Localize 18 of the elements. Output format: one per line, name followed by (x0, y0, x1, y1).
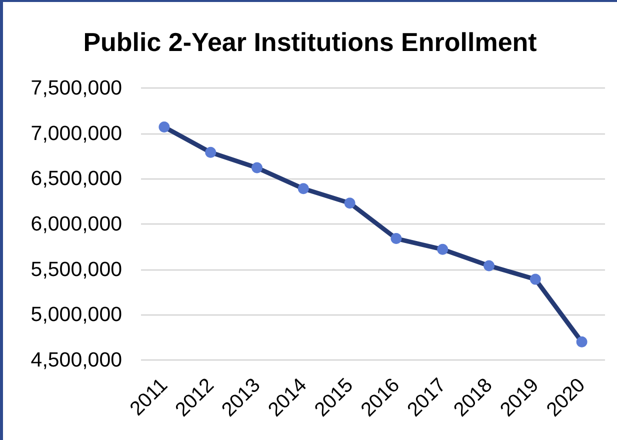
y-tick-label: 6,500,000 (30, 167, 122, 190)
y-tick-label: 4,500,000 (30, 348, 122, 372)
point (484, 260, 494, 272)
y-tick-label: 6,000,000 (30, 212, 122, 236)
point (298, 183, 309, 194)
point (437, 244, 448, 255)
y-tick-label: 7,500,000 (30, 76, 122, 100)
point (252, 162, 262, 174)
point (344, 198, 356, 209)
point (205, 146, 216, 158)
chart-title: Public 2-Year Institutions Enrollment (83, 27, 538, 57)
y-tick-label: 5,500,000 (30, 258, 122, 281)
y-tick-label: 5,000,000 (30, 303, 122, 326)
y-tick-label: 7,000,000 (30, 122, 122, 145)
point (530, 274, 541, 285)
point (390, 233, 402, 244)
point (576, 336, 588, 348)
point (158, 121, 170, 132)
